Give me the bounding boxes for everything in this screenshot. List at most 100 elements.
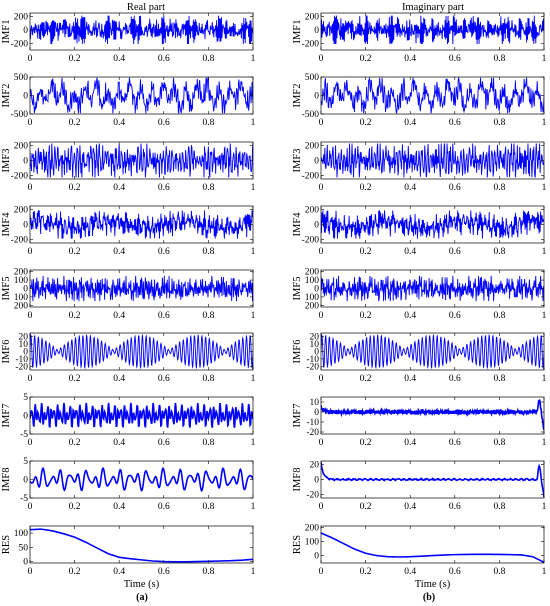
y-tick-label: 0 xyxy=(314,408,319,418)
x-tick-label: 0.4 xyxy=(113,438,125,448)
x-tick-label: 0.6 xyxy=(158,118,170,128)
y-axis-label: IMF8 xyxy=(1,468,12,492)
x-tick-label: 0 xyxy=(28,438,33,448)
y-tick-label: -20 xyxy=(306,428,319,438)
axes-frame xyxy=(29,460,254,499)
y-tick-label: 200 xyxy=(14,12,29,22)
x-tick-label: 0.4 xyxy=(113,118,125,128)
y-tick-label: 200 xyxy=(14,268,29,278)
x-tick-label: 0.2 xyxy=(69,502,81,512)
chart-imag-imf3: -200 0 200 0 0.2 0.4 0.6 0.8 1 IMF3 xyxy=(292,141,547,193)
y-axis-label: IMF1 xyxy=(292,20,303,44)
y-tick-label: -10 xyxy=(15,355,28,365)
x-tick-label: 0.4 xyxy=(404,502,416,512)
x-tick-label: 0.4 xyxy=(113,183,125,193)
y-axis-label: IMF4 xyxy=(292,212,303,237)
series-line xyxy=(30,143,253,178)
x-tick-label: 0 xyxy=(28,502,33,512)
y-tick-label: 0 xyxy=(23,348,28,358)
y-tick-label: -20 xyxy=(306,490,319,500)
y-tick-label: -500 xyxy=(302,110,320,120)
y-tick-label: 20 xyxy=(19,333,29,343)
x-tick-label: 0.2 xyxy=(360,183,372,193)
x-tick-label: 1 xyxy=(251,54,256,64)
x-tick-label: 0 xyxy=(319,438,324,448)
y-tick-label: -10 xyxy=(306,355,319,365)
y-tick-label: 0 xyxy=(23,157,28,167)
x-tick-label: 0.4 xyxy=(404,118,416,128)
chart-real-res: 0 50 100 0 0.2 0.4 0.6 0.8 1 RES Time (s) xyxy=(1,525,256,590)
x-tick-label: 0.6 xyxy=(158,311,170,321)
y-tick-label: 100 xyxy=(14,529,29,539)
x-tick-label: 0.4 xyxy=(404,311,416,321)
series-line xyxy=(321,275,544,302)
x-tick-label: 0 xyxy=(28,183,33,193)
y-tick-label: 0 xyxy=(23,476,28,486)
x-tick-label: 0.2 xyxy=(360,247,372,257)
series-line xyxy=(30,15,253,44)
x-tick-label: 0 xyxy=(319,118,324,128)
x-tick-label: 0.2 xyxy=(360,118,372,128)
series-line xyxy=(30,333,253,370)
x-tick-label: 0.6 xyxy=(449,311,461,321)
x-tick-label: 0.4 xyxy=(404,54,416,64)
y-tick-label: 200 xyxy=(14,301,29,311)
y-tick-label: -20 xyxy=(15,362,28,372)
series-line xyxy=(321,15,544,44)
x-tick-label: 0 xyxy=(319,183,324,193)
x-tick-label: 0 xyxy=(28,247,33,257)
x-tick-label: 1 xyxy=(542,438,547,448)
series-line xyxy=(30,466,253,493)
y-tick-label: 100 xyxy=(14,293,29,303)
x-tick-label: 0 xyxy=(319,502,324,512)
x-tick-label: 1 xyxy=(251,502,256,512)
y-axis-label: IMF6 xyxy=(1,340,12,364)
x-tick-label: 0.6 xyxy=(158,54,170,64)
axes-frame xyxy=(29,12,254,51)
y-axis-label: IMF7 xyxy=(1,404,12,428)
x-tick-label: 0.2 xyxy=(360,374,372,384)
x-tick-label: 1 xyxy=(542,567,547,577)
x-tick-label: 0.2 xyxy=(69,247,81,257)
y-tick-label: 200 xyxy=(305,268,320,278)
x-tick-label: 1 xyxy=(251,183,256,193)
x-tick-label: 0 xyxy=(319,374,324,384)
y-tick-label: 0 xyxy=(314,476,319,486)
series-line xyxy=(321,399,544,431)
y-tick-label: 100 xyxy=(305,537,320,547)
x-tick-label: 0.4 xyxy=(113,311,125,321)
y-tick-label: 0 xyxy=(23,412,28,422)
x-tick-label: 1 xyxy=(251,118,256,128)
series-line xyxy=(30,275,253,302)
y-tick-label: 500 xyxy=(14,73,29,83)
y-tick-label: 0 xyxy=(314,26,319,36)
x-tick-label: 0.6 xyxy=(449,247,461,257)
chart-imag-res: 0 100 200 0 0.2 0.4 0.6 0.8 1 RES Time (s) xyxy=(292,523,547,590)
y-tick-label: 100 xyxy=(14,276,29,286)
y-tick-label: 0 xyxy=(314,92,319,102)
x-tick-label: 0.8 xyxy=(202,438,214,448)
x-tick-label: 0.2 xyxy=(69,183,81,193)
y-tick-label: -5 xyxy=(20,494,28,504)
x-tick-label: 0.2 xyxy=(360,54,372,64)
panel-label-a: (a) xyxy=(136,592,148,603)
y-tick-label: 200 xyxy=(305,142,320,152)
y-axis-label: IMF5 xyxy=(1,277,12,301)
x-tick-label: 0.6 xyxy=(158,567,170,577)
y-tick-label: 10 xyxy=(310,398,320,408)
x-tick-label: 0.8 xyxy=(202,502,214,512)
y-tick-label: -500 xyxy=(11,110,29,120)
x-tick-label: 0.4 xyxy=(404,183,416,193)
x-tick-label: 0.8 xyxy=(493,311,505,321)
x-tick-label: 0.4 xyxy=(113,247,125,257)
x-tick-label: 1 xyxy=(542,183,547,193)
x-tick-label: 0.4 xyxy=(404,247,416,257)
